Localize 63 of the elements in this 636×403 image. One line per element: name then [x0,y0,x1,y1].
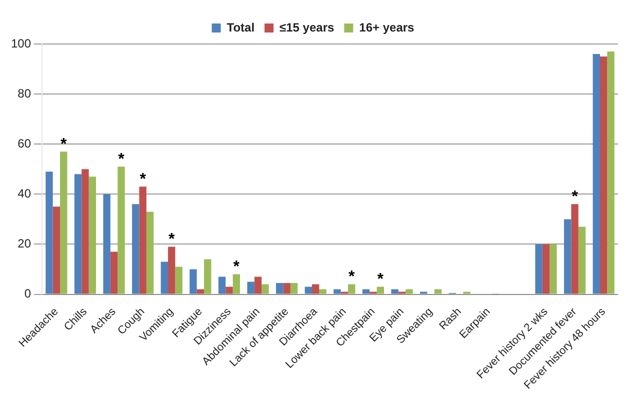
legend-label: ≤15 years [280,20,334,34]
bar [218,276,226,294]
bar [110,252,118,294]
y-tick-label: 100 [10,36,32,50]
bar [319,289,326,294]
bar [82,169,89,294]
bar [139,186,146,294]
bar [168,246,176,294]
bar [132,204,140,294]
bar [60,152,68,294]
legend-label: Total [226,20,255,34]
bar [74,174,82,294]
annotation: * [140,171,147,188]
bar [550,244,557,294]
bar [578,226,586,294]
bar [254,276,262,294]
bar [391,289,398,294]
bar [46,172,53,294]
annotation: * [377,271,384,288]
bar [376,286,384,294]
bar [607,52,614,294]
bar [434,289,442,294]
bar [535,244,542,294]
bar [226,286,233,294]
bar [362,289,370,294]
bar [247,282,254,294]
y-tick-label: 80 [18,86,32,100]
y-tick-label: 40 [18,186,32,200]
bar [290,283,298,294]
bar [276,283,284,294]
annotation: * [168,231,176,248]
bar [175,266,182,294]
bar [52,206,60,294]
bar [204,259,212,294]
bar [190,269,197,294]
y-tick-label: 0 [24,286,32,301]
y-tick-label: 20 [18,236,32,251]
bar [118,166,125,294]
bar [592,54,600,294]
bar [262,284,269,294]
annotation: * [233,258,240,276]
annotation: * [118,151,126,168]
bar [348,284,356,294]
bar [334,289,341,294]
bar [283,283,290,294]
bar [406,289,413,294]
bar [103,194,110,294]
annotation: * [60,136,68,154]
bar [304,286,312,294]
bar [564,219,572,294]
annotation: * [572,188,579,206]
bar [146,212,154,294]
annotation: * [348,268,356,286]
bar [600,56,608,294]
bar [196,289,204,294]
bar [88,176,96,294]
bar [232,274,240,294]
bar [542,244,550,294]
y-tick-label: 60 [18,136,32,150]
bar [312,284,320,294]
bar [160,262,168,294]
bar [571,204,578,294]
legend-label: 16+ years [359,20,415,34]
